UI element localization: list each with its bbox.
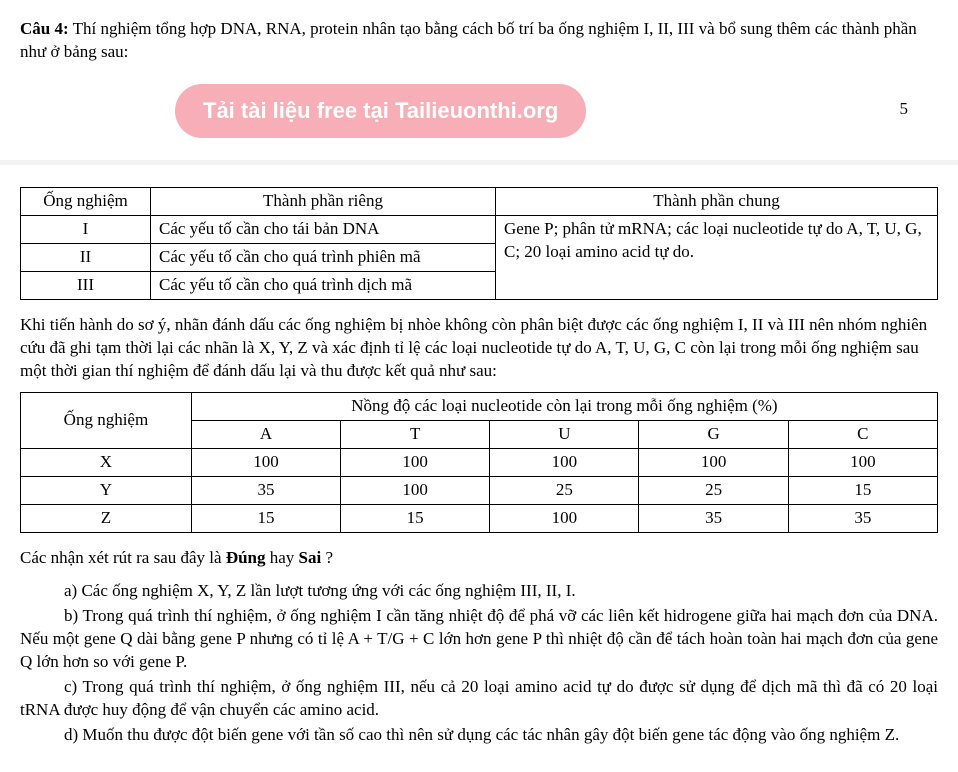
fq-lead: Các nhận xét rút ra sau đây là: [20, 548, 226, 567]
option-b: b) Trong quá trình thí nghiệm, ở ống ngh…: [20, 605, 938, 674]
cell-val: 15: [191, 505, 340, 533]
fq-mid: hay: [266, 548, 299, 567]
cell-own: Các yếu tố cần cho tái bản DNA: [151, 215, 496, 243]
cell-own: Các yếu tố cần cho quá trình dịch mã: [151, 271, 496, 299]
divider: [0, 160, 958, 165]
th-col: U: [490, 421, 639, 449]
cell-val: 25: [490, 477, 639, 505]
cell-val: 100: [490, 449, 639, 477]
th-own: Thành phần riêng: [151, 187, 496, 215]
option-a: a) Các ống nghiệm X, Y, Z lần lượt tương…: [20, 580, 938, 603]
fq-bold1: Đúng: [226, 548, 266, 567]
question-label: Câu 4:: [20, 19, 69, 38]
table-row: X 100 100 100 100 100: [21, 449, 938, 477]
cell-val: 100: [341, 449, 490, 477]
cell-common: Gene P; phân tử mRNA; các loại nucleotid…: [496, 215, 938, 299]
th-col: T: [341, 421, 490, 449]
th-col: C: [788, 421, 937, 449]
cell-tube: II: [21, 243, 151, 271]
cell-val: 100: [341, 477, 490, 505]
watermark-row: Tải tài liệu free tại Tailieuonthi.org 5: [20, 82, 938, 142]
cell-val: 100: [639, 449, 788, 477]
table-row: I Các yếu tố cần cho tái bản DNA Gene P;…: [21, 215, 938, 243]
question-text: Thí nghiệm tổng hợp DNA, RNA, protein nh…: [20, 19, 917, 61]
cell-val: 35: [191, 477, 340, 505]
cell-tube: I: [21, 215, 151, 243]
cell-val: 25: [639, 477, 788, 505]
cell-val: 35: [639, 505, 788, 533]
cell-tube: III: [21, 271, 151, 299]
table-row: Y 35 100 25 25 15: [21, 477, 938, 505]
cell-val: 100: [191, 449, 340, 477]
options: a) Các ống nghiệm X, Y, Z lần lượt tương…: [20, 580, 938, 747]
follow-question: Các nhận xét rút ra sau đây là Đúng hay …: [20, 547, 938, 570]
fq-bold2: Sai: [299, 548, 322, 567]
fq-tail: ?: [321, 548, 333, 567]
table-row: Ống nghiệm Nồng độ các loại nucleotide c…: [21, 393, 938, 421]
cell-val: 15: [788, 477, 937, 505]
mid-paragraph: Khi tiến hành do sơ ý, nhãn đánh dấu các…: [20, 314, 938, 383]
cell-tube: Z: [21, 505, 192, 533]
cell-val: 100: [788, 449, 937, 477]
cell-tube: Y: [21, 477, 192, 505]
cell-tube: X: [21, 449, 192, 477]
th-col: A: [191, 421, 340, 449]
table-concentration: Ống nghiệm Nồng độ các loại nucleotide c…: [20, 392, 938, 533]
cell-val: 15: [341, 505, 490, 533]
page-number: 5: [900, 98, 909, 121]
watermark-pill: Tải tài liệu free tại Tailieuonthi.org: [175, 84, 586, 138]
table-row: Ống nghiệm Thành phần riêng Thành phần c…: [21, 187, 938, 215]
cell-val: 100: [490, 505, 639, 533]
cell-val: 35: [788, 505, 937, 533]
th-tube: Ống nghiệm: [21, 187, 151, 215]
option-c: c) Trong quá trình thí nghiệm, ở ống ngh…: [20, 676, 938, 722]
table-components: Ống nghiệm Thành phần riêng Thành phần c…: [20, 187, 938, 300]
question-intro: Câu 4: Thí nghiệm tổng hợp DNA, RNA, pro…: [20, 18, 938, 64]
option-d: d) Muốn thu được đột biến gene với tần s…: [20, 724, 938, 747]
cell-own: Các yếu tố cần cho quá trình phiên mã: [151, 243, 496, 271]
th-col: G: [639, 421, 788, 449]
th-tube: Ống nghiệm: [21, 393, 192, 449]
table-row: Z 15 15 100 35 35: [21, 505, 938, 533]
th-top: Nồng độ các loại nucleotide còn lại tron…: [191, 393, 937, 421]
th-common: Thành phần chung: [496, 187, 938, 215]
